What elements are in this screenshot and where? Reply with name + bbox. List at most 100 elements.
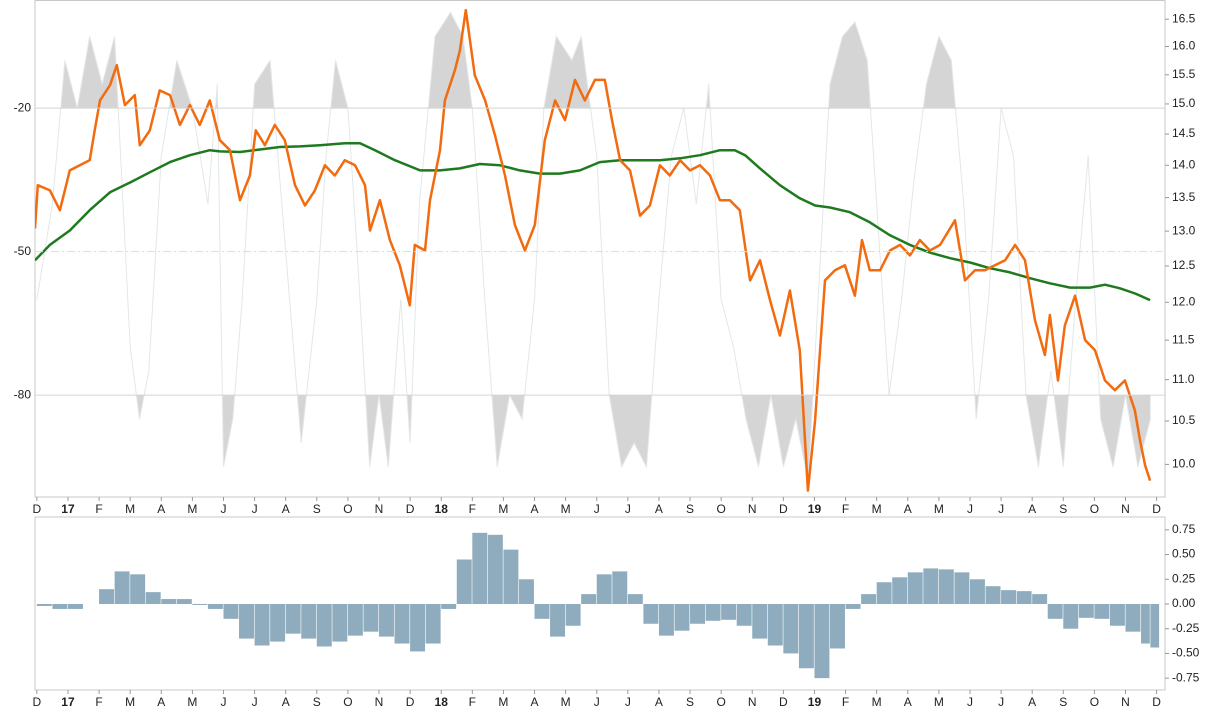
bar xyxy=(612,571,628,604)
x-tick-label: N xyxy=(1121,502,1130,516)
bar xyxy=(581,594,597,604)
y-tick-label: 11.0 xyxy=(1172,372,1195,386)
bar xyxy=(379,603,394,637)
bar xyxy=(596,574,612,604)
bar xyxy=(767,603,783,646)
bar xyxy=(736,603,752,626)
bar xyxy=(876,582,892,604)
bar xyxy=(347,603,363,636)
x-tick-label: 18 xyxy=(435,695,449,709)
y2-tick-label: -50 xyxy=(14,244,32,258)
bar xyxy=(441,603,457,609)
y-tick-label: 15.5 xyxy=(1172,67,1196,81)
x-tick-label: J xyxy=(252,695,258,709)
x-tick-label: S xyxy=(1059,502,1067,516)
bar xyxy=(1141,603,1150,644)
bar xyxy=(938,569,954,604)
bar xyxy=(1063,603,1079,629)
bar xyxy=(301,603,317,639)
y-tick-label: 11.5 xyxy=(1172,332,1195,346)
oscillator-line xyxy=(36,11,1151,482)
oversold-area xyxy=(36,395,1151,482)
x-tick-label: A xyxy=(157,695,165,709)
x-tick-label: M xyxy=(872,695,882,709)
x-tick-label: 17 xyxy=(61,502,75,516)
y-tick-label: 10.0 xyxy=(1172,457,1196,471)
x-tick-label: S xyxy=(313,502,321,516)
x-tick-label: J xyxy=(998,502,1004,516)
x-tick-label: M xyxy=(934,695,944,709)
x-tick-label: J xyxy=(625,502,631,516)
x-tick-label: J xyxy=(967,695,973,709)
bar xyxy=(1001,590,1017,604)
x-tick-label: S xyxy=(1059,695,1067,709)
bar xyxy=(223,603,239,619)
x-tick-label: S xyxy=(686,695,694,709)
x-tick-label: A xyxy=(1028,502,1036,516)
bar xyxy=(503,549,519,604)
y2-tick-label: -80 xyxy=(14,387,32,401)
bar xyxy=(845,603,861,609)
y-tick-label: 13.5 xyxy=(1172,190,1196,204)
x-tick-label: J xyxy=(594,695,600,709)
x-tick-label: 19 xyxy=(808,502,822,516)
x-tick-label: O xyxy=(716,695,725,709)
x-tick-label: O xyxy=(1090,695,1099,709)
x-tick-label: F xyxy=(469,502,476,516)
top-panel xyxy=(34,0,1166,498)
x-tick-label: D xyxy=(33,502,42,516)
x-tick-label: J xyxy=(967,502,973,516)
x-tick-label: F xyxy=(95,502,102,516)
x-tick-label: 18 xyxy=(435,502,449,516)
x-tick-label: A xyxy=(655,695,663,709)
y-tick-label: -0.75 xyxy=(1172,670,1200,684)
bar xyxy=(969,579,985,604)
y2-tick-label: -20 xyxy=(14,100,32,114)
bar xyxy=(36,603,52,606)
x-tick-label: J xyxy=(252,502,258,516)
bar xyxy=(1094,603,1110,619)
bar xyxy=(1032,594,1048,604)
bar xyxy=(487,534,503,604)
price-line xyxy=(35,8,1152,492)
y-tick-label: 0.00 xyxy=(1172,596,1196,610)
bar xyxy=(690,603,705,624)
x-tick-label: D xyxy=(779,502,788,516)
x-tick-label: A xyxy=(531,695,539,709)
bar xyxy=(1150,603,1160,648)
x-tick-label: M xyxy=(187,695,197,709)
x-tick-label: M xyxy=(934,502,944,516)
y-tick-label: 0.75 xyxy=(1172,522,1196,536)
bar xyxy=(783,603,799,654)
y-tick-label: 16.5 xyxy=(1172,11,1196,25)
bar xyxy=(721,603,737,620)
y-tick-label: 14.5 xyxy=(1172,126,1196,140)
bar xyxy=(363,603,379,632)
x-tick-label: S xyxy=(313,695,321,709)
bar xyxy=(332,603,348,642)
bar xyxy=(270,603,286,642)
x-tick-label: D xyxy=(779,695,788,709)
x-tick-label: D xyxy=(406,502,415,516)
bar xyxy=(207,603,223,609)
x-tick-label: F xyxy=(842,695,849,709)
x-tick-label: M xyxy=(498,695,508,709)
bar xyxy=(954,572,970,604)
x-tick-label: J xyxy=(220,502,226,516)
x-tick-label: F xyxy=(469,695,476,709)
x-tick-label: N xyxy=(375,502,384,516)
y-tick-label: 12.5 xyxy=(1172,258,1196,272)
x-tick-label: D xyxy=(1152,695,1161,709)
bar xyxy=(658,603,674,636)
bar xyxy=(627,594,643,604)
x-tick-label: J xyxy=(220,695,226,709)
bar xyxy=(1078,603,1094,618)
x-tick-label: O xyxy=(343,695,352,709)
x-tick-label: J xyxy=(625,695,631,709)
bar xyxy=(99,589,115,604)
bar xyxy=(1109,603,1125,626)
y-tick-label: -0.25 xyxy=(1172,621,1200,635)
y-tick-label: -0.50 xyxy=(1172,646,1200,660)
bar xyxy=(425,603,441,644)
